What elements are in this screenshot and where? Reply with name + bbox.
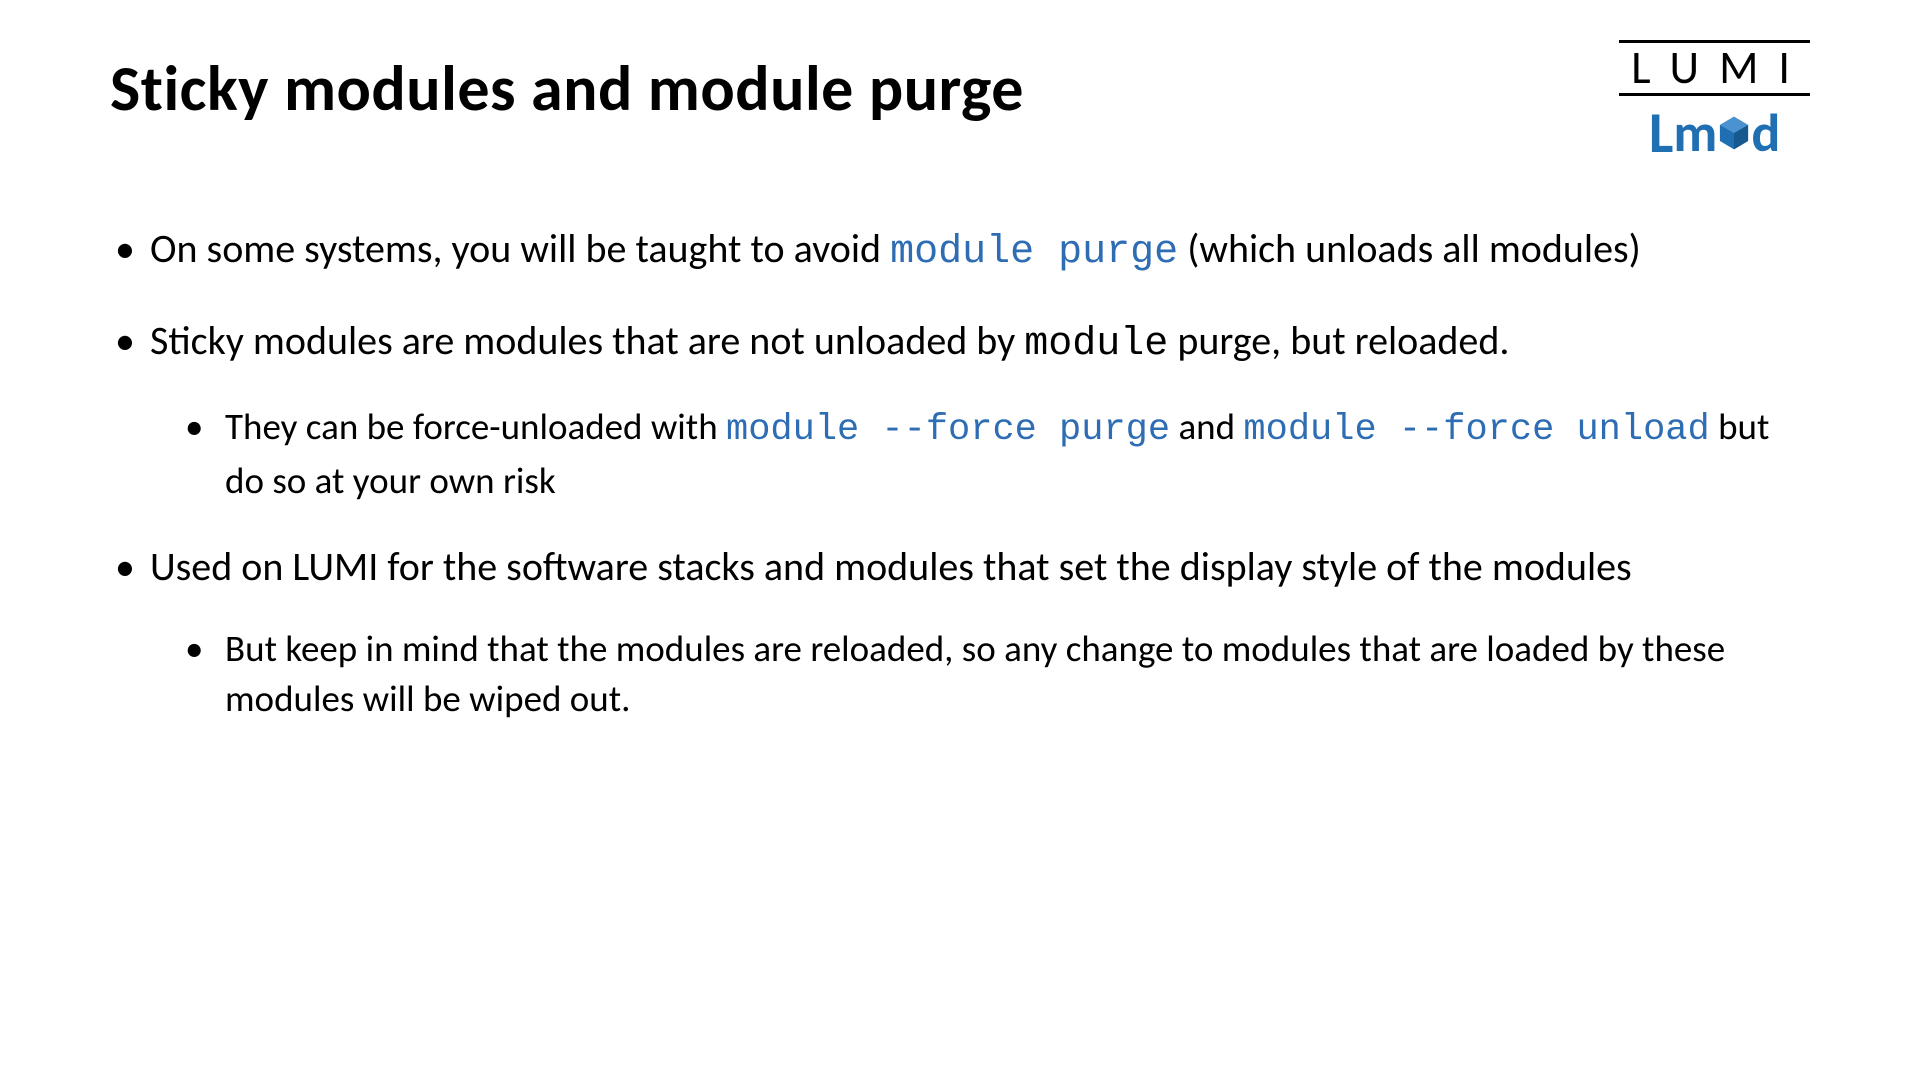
content: On some systems, you will be taught to a… [110, 222, 1810, 724]
text-run: purge, but reloaded. [1168, 316, 1509, 365]
slide-title: Sticky modules and module purge [110, 50, 1024, 128]
mono-text: module [1024, 322, 1168, 367]
bullet-list: On some systems, you will be taught to a… [110, 222, 1810, 724]
command-text: module purge [890, 230, 1178, 275]
text-run: But keep in mind that the modules are re… [225, 626, 1725, 721]
lumi-logo: LUMI [1619, 40, 1810, 96]
sub-bullet-item: They can be force-unloaded with module -… [170, 402, 1810, 506]
hexagon-icon [1718, 115, 1750, 151]
lmod-L: L [1649, 104, 1674, 162]
text-run: On some systems, you will be taught to a… [150, 224, 890, 273]
sub-bullet-item: But keep in mind that the modules are re… [170, 624, 1810, 724]
slide: Sticky modules and module purge LUMI Lmd… [0, 0, 1920, 1080]
header: Sticky modules and module purge LUMI Lmd [110, 50, 1810, 162]
text-run: Sticky modules are modules that are not … [150, 316, 1024, 365]
text-run: and [1170, 404, 1243, 449]
lmod-logo: Lmd [1649, 104, 1780, 162]
bullet-item: On some systems, you will be taught to a… [110, 222, 1810, 280]
bullet-item: Sticky modules are modules that are not … [110, 314, 1810, 506]
text-run: They can be force-unloaded with [225, 404, 726, 449]
lmod-m: m [1673, 106, 1717, 160]
text-run: Used on LUMI for the software stacks and… [150, 542, 1632, 591]
bullet-item: Used on LUMI for the software stacks and… [110, 540, 1810, 724]
logo-block: LUMI Lmd [1619, 40, 1810, 162]
command-text: module --force unload [1243, 409, 1709, 451]
command-text: module --force purge [726, 409, 1170, 451]
text-run: (which unloads all modules) [1178, 224, 1641, 273]
sub-bullet-list: But keep in mind that the modules are re… [150, 624, 1810, 724]
lmod-d: d [1751, 106, 1780, 160]
sub-bullet-list: They can be force-unloaded with module -… [150, 402, 1810, 506]
